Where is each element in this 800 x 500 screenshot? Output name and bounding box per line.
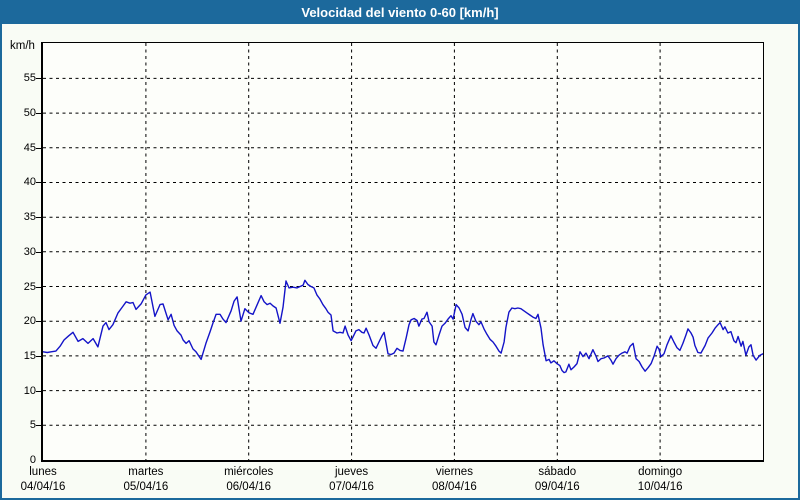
- x-day-label: jueves 07/04/16: [302, 465, 402, 495]
- x-day-date: 04/04/16: [20, 481, 66, 493]
- wind-speed-line: [43, 279, 763, 374]
- x-day-date: 09/04/16: [534, 481, 580, 493]
- y-tick-label: 45: [23, 141, 36, 154]
- x-day-date: 10/04/16: [637, 481, 683, 493]
- x-day-name: viernes: [435, 466, 473, 478]
- chart-canvas: [43, 43, 763, 460]
- x-day-label: martes 05/04/16: [96, 465, 196, 495]
- x-day-label: sábado 09/04/16: [507, 465, 607, 495]
- x-day-label: lunes 04/04/16: [2, 465, 93, 495]
- y-axis-unit-label: km/h: [10, 40, 35, 52]
- y-tick-label: 40: [23, 176, 36, 189]
- y-tick-label: 15: [23, 349, 36, 362]
- y-tick-label: 20: [23, 315, 36, 328]
- x-day-name: martes: [128, 466, 164, 478]
- y-tick-label: 0: [29, 454, 36, 466]
- y-tick-label: 30: [23, 245, 36, 258]
- plot-area: [41, 42, 764, 462]
- x-day-date: 05/04/16: [123, 481, 169, 493]
- x-day-label: viernes 08/04/16: [404, 465, 504, 495]
- y-tick-label: 55: [23, 72, 36, 85]
- y-tick-label: 35: [23, 211, 36, 224]
- y-tick-label: 5: [29, 419, 36, 432]
- x-day-name: sábado: [538, 466, 577, 478]
- x-day-date: 08/04/16: [432, 481, 477, 493]
- x-day-date: 06/04/16: [226, 481, 272, 493]
- window-title-bar: Velocidad del viento 0-60 [km/h]: [2, 2, 798, 24]
- x-day-name: lunes: [29, 466, 57, 478]
- x-day-name: miércoles: [224, 466, 274, 478]
- x-day-date: 07/04/16: [329, 481, 374, 493]
- x-day-label: miércoles 06/04/16: [199, 465, 299, 495]
- x-day-label: domingo 10/04/16: [610, 465, 710, 495]
- y-tick-label: 25: [23, 280, 36, 293]
- x-day-name: domingo: [638, 466, 683, 478]
- window-title: Velocidad del viento 0-60 [km/h]: [301, 5, 499, 20]
- y-tick-label: 10: [23, 384, 36, 397]
- y-tick-label: 50: [23, 107, 36, 120]
- x-day-name: jueves: [334, 466, 369, 478]
